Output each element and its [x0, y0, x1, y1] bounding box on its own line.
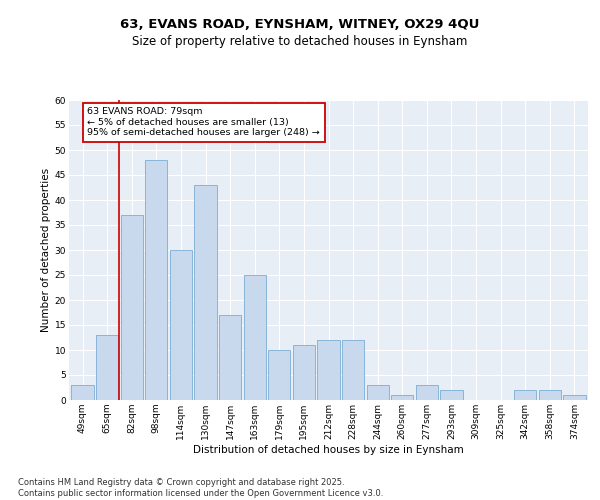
Bar — [391, 395, 413, 400]
Text: 63 EVANS ROAD: 79sqm
← 5% of detached houses are smaller (13)
95% of semi-detach: 63 EVANS ROAD: 79sqm ← 5% of detached ho… — [88, 108, 320, 138]
Bar — [317, 340, 340, 400]
Text: Contains HM Land Registry data © Crown copyright and database right 2025.
Contai: Contains HM Land Registry data © Crown c… — [18, 478, 383, 498]
Bar — [194, 185, 217, 400]
Bar — [244, 275, 266, 400]
Bar — [170, 250, 192, 400]
Bar — [367, 385, 389, 400]
Bar — [416, 385, 438, 400]
Bar — [71, 385, 94, 400]
Y-axis label: Number of detached properties: Number of detached properties — [41, 168, 50, 332]
Bar — [145, 160, 167, 400]
Bar — [219, 315, 241, 400]
Text: 63, EVANS ROAD, EYNSHAM, WITNEY, OX29 4QU: 63, EVANS ROAD, EYNSHAM, WITNEY, OX29 4Q… — [121, 18, 479, 30]
Bar — [514, 390, 536, 400]
Bar — [293, 345, 315, 400]
Text: Size of property relative to detached houses in Eynsham: Size of property relative to detached ho… — [133, 35, 467, 48]
Bar — [268, 350, 290, 400]
Bar — [563, 395, 586, 400]
X-axis label: Distribution of detached houses by size in Eynsham: Distribution of detached houses by size … — [193, 444, 464, 454]
Bar — [121, 215, 143, 400]
Bar — [440, 390, 463, 400]
Bar — [539, 390, 561, 400]
Bar — [342, 340, 364, 400]
Bar — [96, 335, 118, 400]
